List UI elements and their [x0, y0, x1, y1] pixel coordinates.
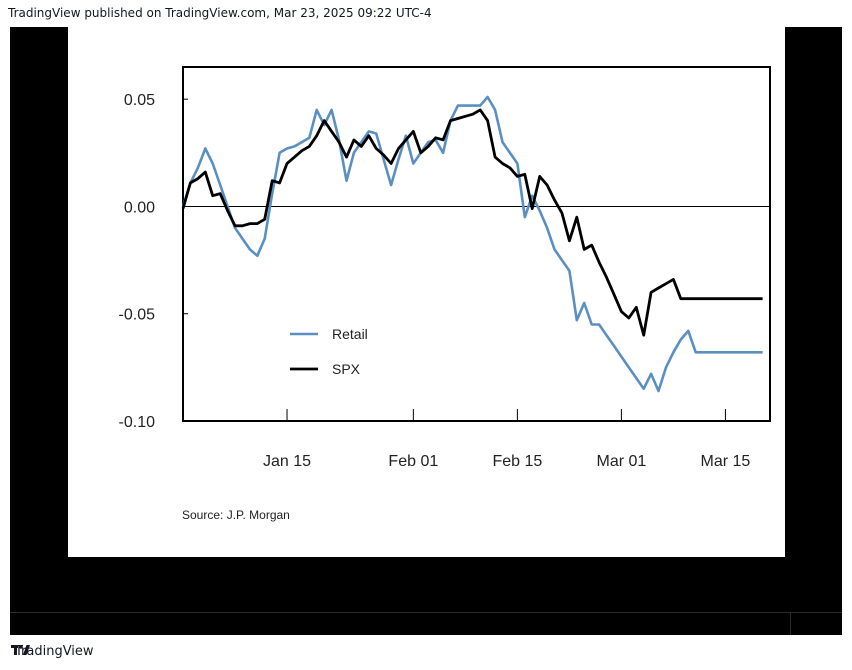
- x-tick-label: Mar 01: [596, 453, 646, 470]
- chart-panel: 0.05 0.00 -0.05 -0.10 Jan 15 Feb 01 Feb 15 Mar …: [68, 27, 785, 557]
- publish-header: TradingView published on TradingView.com…: [8, 6, 432, 20]
- source-note: Source: J.P. Morgan: [182, 508, 290, 522]
- footer-brand[interactable]: TradingView: [15, 644, 94, 659]
- x-tick-label: Mar 15: [701, 453, 751, 470]
- series-line-retail: [181, 95, 763, 393]
- plot-border: [182, 66, 771, 422]
- y-tick-label: 0.00: [124, 199, 155, 216]
- frame-divider-vertical: [790, 612, 791, 635]
- frame-divider: [10, 612, 842, 613]
- legend-label-spx: SPX: [332, 361, 361, 377]
- x-tick-label: Jan 15: [263, 453, 311, 470]
- y-tick-label: -0.05: [119, 307, 156, 324]
- footer: TradingView: [11, 644, 94, 659]
- x-tick-label: Feb 01: [388, 453, 438, 470]
- y-tick-label: -0.10: [119, 414, 156, 431]
- x-tick-label: Feb 15: [492, 453, 542, 470]
- line-chart: 0.05 0.00 -0.05 -0.10 Jan 15 Feb 01 Feb 15 Mar …: [119, 66, 771, 522]
- series-line-spx: [181, 108, 763, 337]
- legend-label-retail: Retail: [332, 326, 368, 342]
- y-tick-label: 0.05: [124, 92, 155, 109]
